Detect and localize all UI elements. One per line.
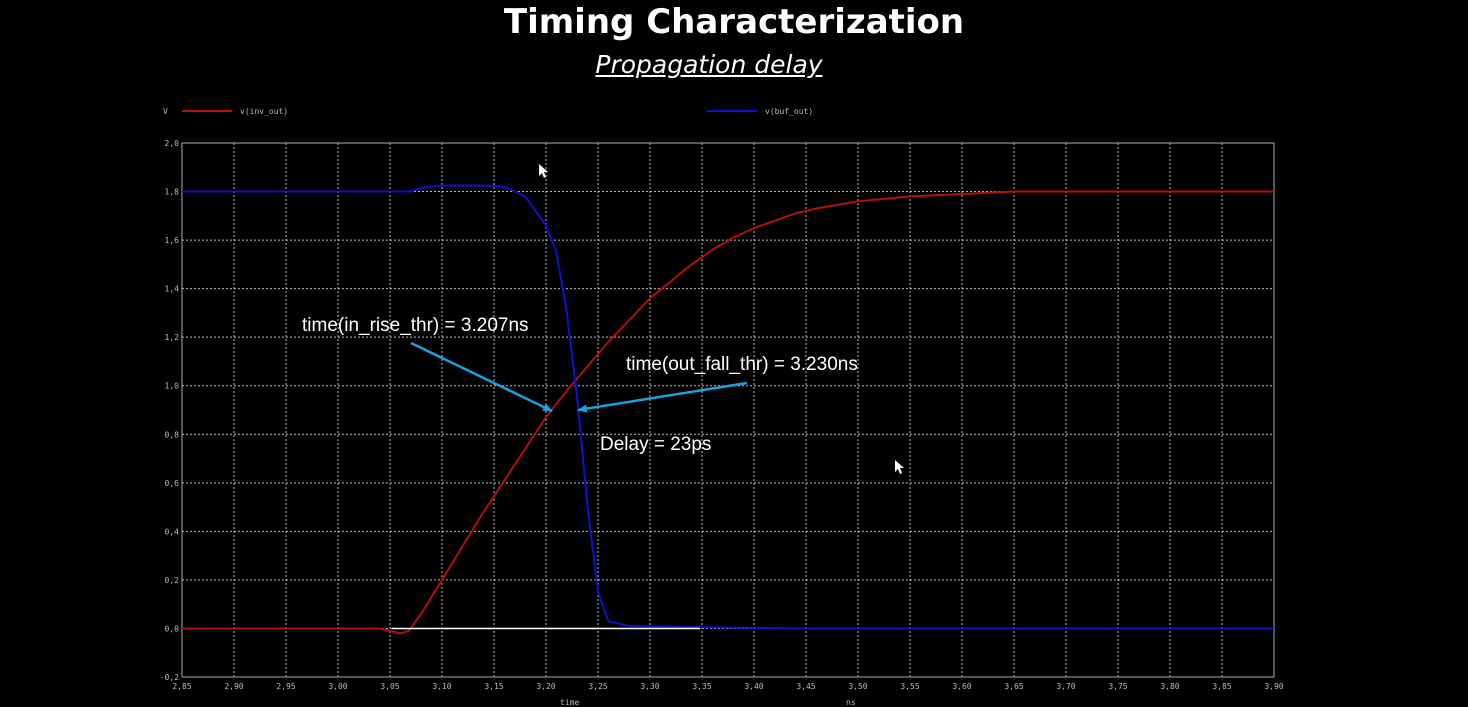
page-title: Timing Characterization xyxy=(503,2,965,42)
x-tick-label: 3,55 xyxy=(900,682,919,691)
y-tick-label: 0,0 xyxy=(165,624,180,633)
x-tick-label: 3,90 xyxy=(1264,682,1283,691)
cursor-icon-2 xyxy=(895,460,904,474)
y-tick-label: 0,4 xyxy=(165,527,180,536)
x-tick-label: 2,90 xyxy=(224,682,243,691)
x-tick-label: 3,45 xyxy=(796,682,815,691)
series-line-v-inv-out xyxy=(182,190,1274,635)
x-axis-label: time xyxy=(560,698,579,707)
x-tick-label: 3,40 xyxy=(744,682,763,691)
x-tick-label: 3,30 xyxy=(640,682,659,691)
page-subtitle: Propagation delay xyxy=(595,50,823,79)
y-tick-label: -0,2 xyxy=(160,673,179,682)
y-tick-label: 1,6 xyxy=(165,236,180,245)
grid xyxy=(181,142,1275,678)
plot-frame xyxy=(181,142,1275,678)
legend-label-buf-out: v(buf_out) xyxy=(765,107,813,116)
annotation-delay: Delay = 23ps xyxy=(600,434,711,455)
y-tick-label: 2,0 xyxy=(165,139,180,148)
series-group xyxy=(182,184,1274,635)
y-tick-label: 0,8 xyxy=(165,430,180,439)
x-tick-label: 3,35 xyxy=(692,682,711,691)
x-tick-label: 3,80 xyxy=(1160,682,1179,691)
y-tick-label: 0,2 xyxy=(165,576,180,585)
annotation-out-fall: time(out_fall_thr) = 3.230ns xyxy=(626,354,858,375)
x-tick-label: 3,10 xyxy=(432,682,451,691)
x-tick-label: 3,25 xyxy=(588,682,607,691)
x-tick-label: 3,60 xyxy=(952,682,971,691)
x-tick-label: 3,65 xyxy=(1004,682,1023,691)
x-tick-label: 3,50 xyxy=(848,682,867,691)
x-tick-label: 3,75 xyxy=(1108,682,1127,691)
x-tick-label: 2,85 xyxy=(172,682,191,691)
arrow-in-rise xyxy=(410,341,553,413)
x-tick-label: 3,20 xyxy=(536,682,555,691)
series-line-v-buf-out xyxy=(182,184,1274,630)
cursor-icon xyxy=(539,164,548,178)
legend-label-inv-out: v(inv_out) xyxy=(240,107,288,116)
tick-labels: 2,85 2,90 2,95 3,00 3,05 3,10 3,15 3,20 3,25 3,30… xyxy=(160,139,1284,691)
annotation-in-rise: time(in_rise_thr) = 3.207ns xyxy=(302,315,529,336)
y-tick-label: 1,8 xyxy=(165,188,180,197)
y-axis-label: V xyxy=(163,107,168,116)
y-tick-label: 1,4 xyxy=(165,285,180,294)
x-tick-label: 2,95 xyxy=(276,682,295,691)
x-tick-label: 3,70 xyxy=(1056,682,1075,691)
y-tick-label: 0,6 xyxy=(165,479,180,488)
x-tick-label: 3,05 xyxy=(380,682,399,691)
x-tick-label: 3,00 xyxy=(328,682,347,691)
x-tick-label: 3,15 xyxy=(484,682,503,691)
y-tick-label: 1,0 xyxy=(165,382,180,391)
x-tick-label: 3,85 xyxy=(1212,682,1231,691)
y-tick-label: 1,2 xyxy=(165,333,180,342)
x-axis-unit: ns xyxy=(846,698,856,707)
arrow-out-fall xyxy=(577,381,748,413)
